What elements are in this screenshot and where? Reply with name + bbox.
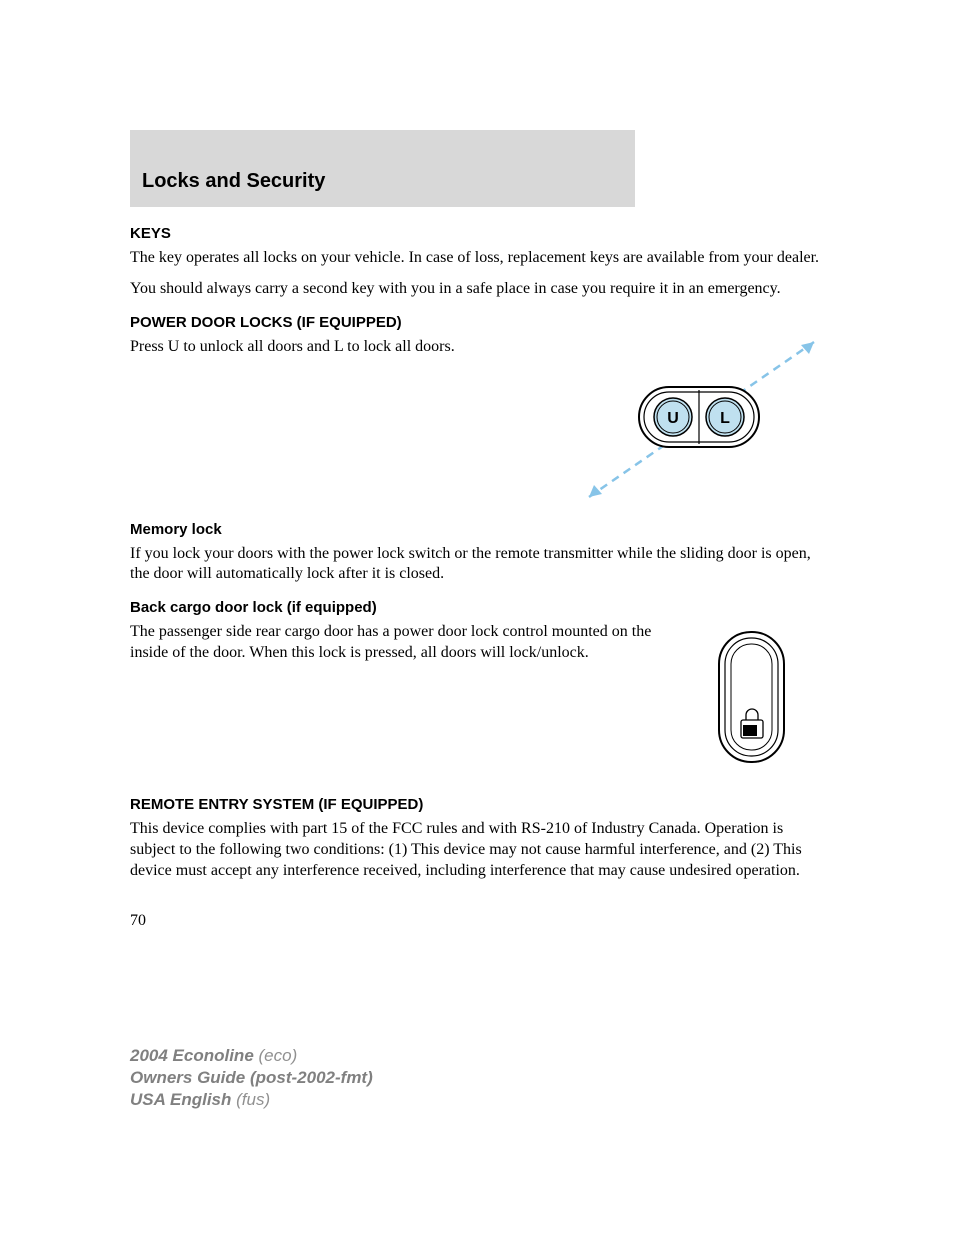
power-locks-p1: Press U to unlock all doors and L to loc… — [130, 337, 559, 358]
footer-lang: USA English — [130, 1090, 231, 1109]
footer-lang-code: (fus) — [236, 1090, 270, 1109]
chapter-header-bar: Locks and Security — [130, 130, 635, 207]
page-content: Locks and Security KEYS The key operates… — [0, 0, 954, 930]
footer-line-3: USA English (fus) — [130, 1089, 373, 1111]
footer-guide: Owners Guide (post-2002-fmt) — [130, 1068, 373, 1087]
keys-p1: The key operates all locks on your vehic… — [130, 248, 824, 269]
remote-entry-p1: This device complies with part 15 of the… — [130, 819, 824, 881]
power-locks-row: Press U to unlock all doors and L to loc… — [130, 337, 824, 507]
footer-model-code: (eco) — [259, 1046, 298, 1065]
page-number: 70 — [130, 912, 824, 930]
memory-lock-heading: Memory lock — [130, 521, 824, 538]
power-locks-heading: POWER DOOR LOCKS (IF EQUIPPED) — [130, 314, 824, 331]
svg-text:U: U — [667, 410, 679, 427]
svg-text:L: L — [720, 410, 730, 427]
power-lock-switch-diagram: U L — [579, 337, 824, 507]
footer-line-1: 2004 Econoline (eco) — [130, 1045, 373, 1067]
chapter-title: Locks and Security — [142, 170, 635, 193]
footer-block: 2004 Econoline (eco) Owners Guide (post-… — [130, 1045, 373, 1111]
remote-entry-heading: REMOTE ENTRY SYSTEM (IF EQUIPPED) — [130, 796, 824, 813]
memory-lock-p1: If you lock your doors with the power lo… — [130, 544, 824, 586]
cargo-lock-diagram — [679, 622, 824, 782]
footer-line-2: Owners Guide (post-2002-fmt) — [130, 1067, 373, 1089]
cargo-lock-row: The passenger side rear cargo door has a… — [130, 622, 824, 782]
keys-heading: KEYS — [130, 225, 824, 242]
cargo-lock-heading: Back cargo door lock (if equipped) — [130, 599, 824, 616]
keys-p2: You should always carry a second key wit… — [130, 279, 824, 300]
cargo-lock-p1: The passenger side rear cargo door has a… — [130, 622, 659, 664]
footer-model: 2004 Econoline — [130, 1046, 254, 1065]
